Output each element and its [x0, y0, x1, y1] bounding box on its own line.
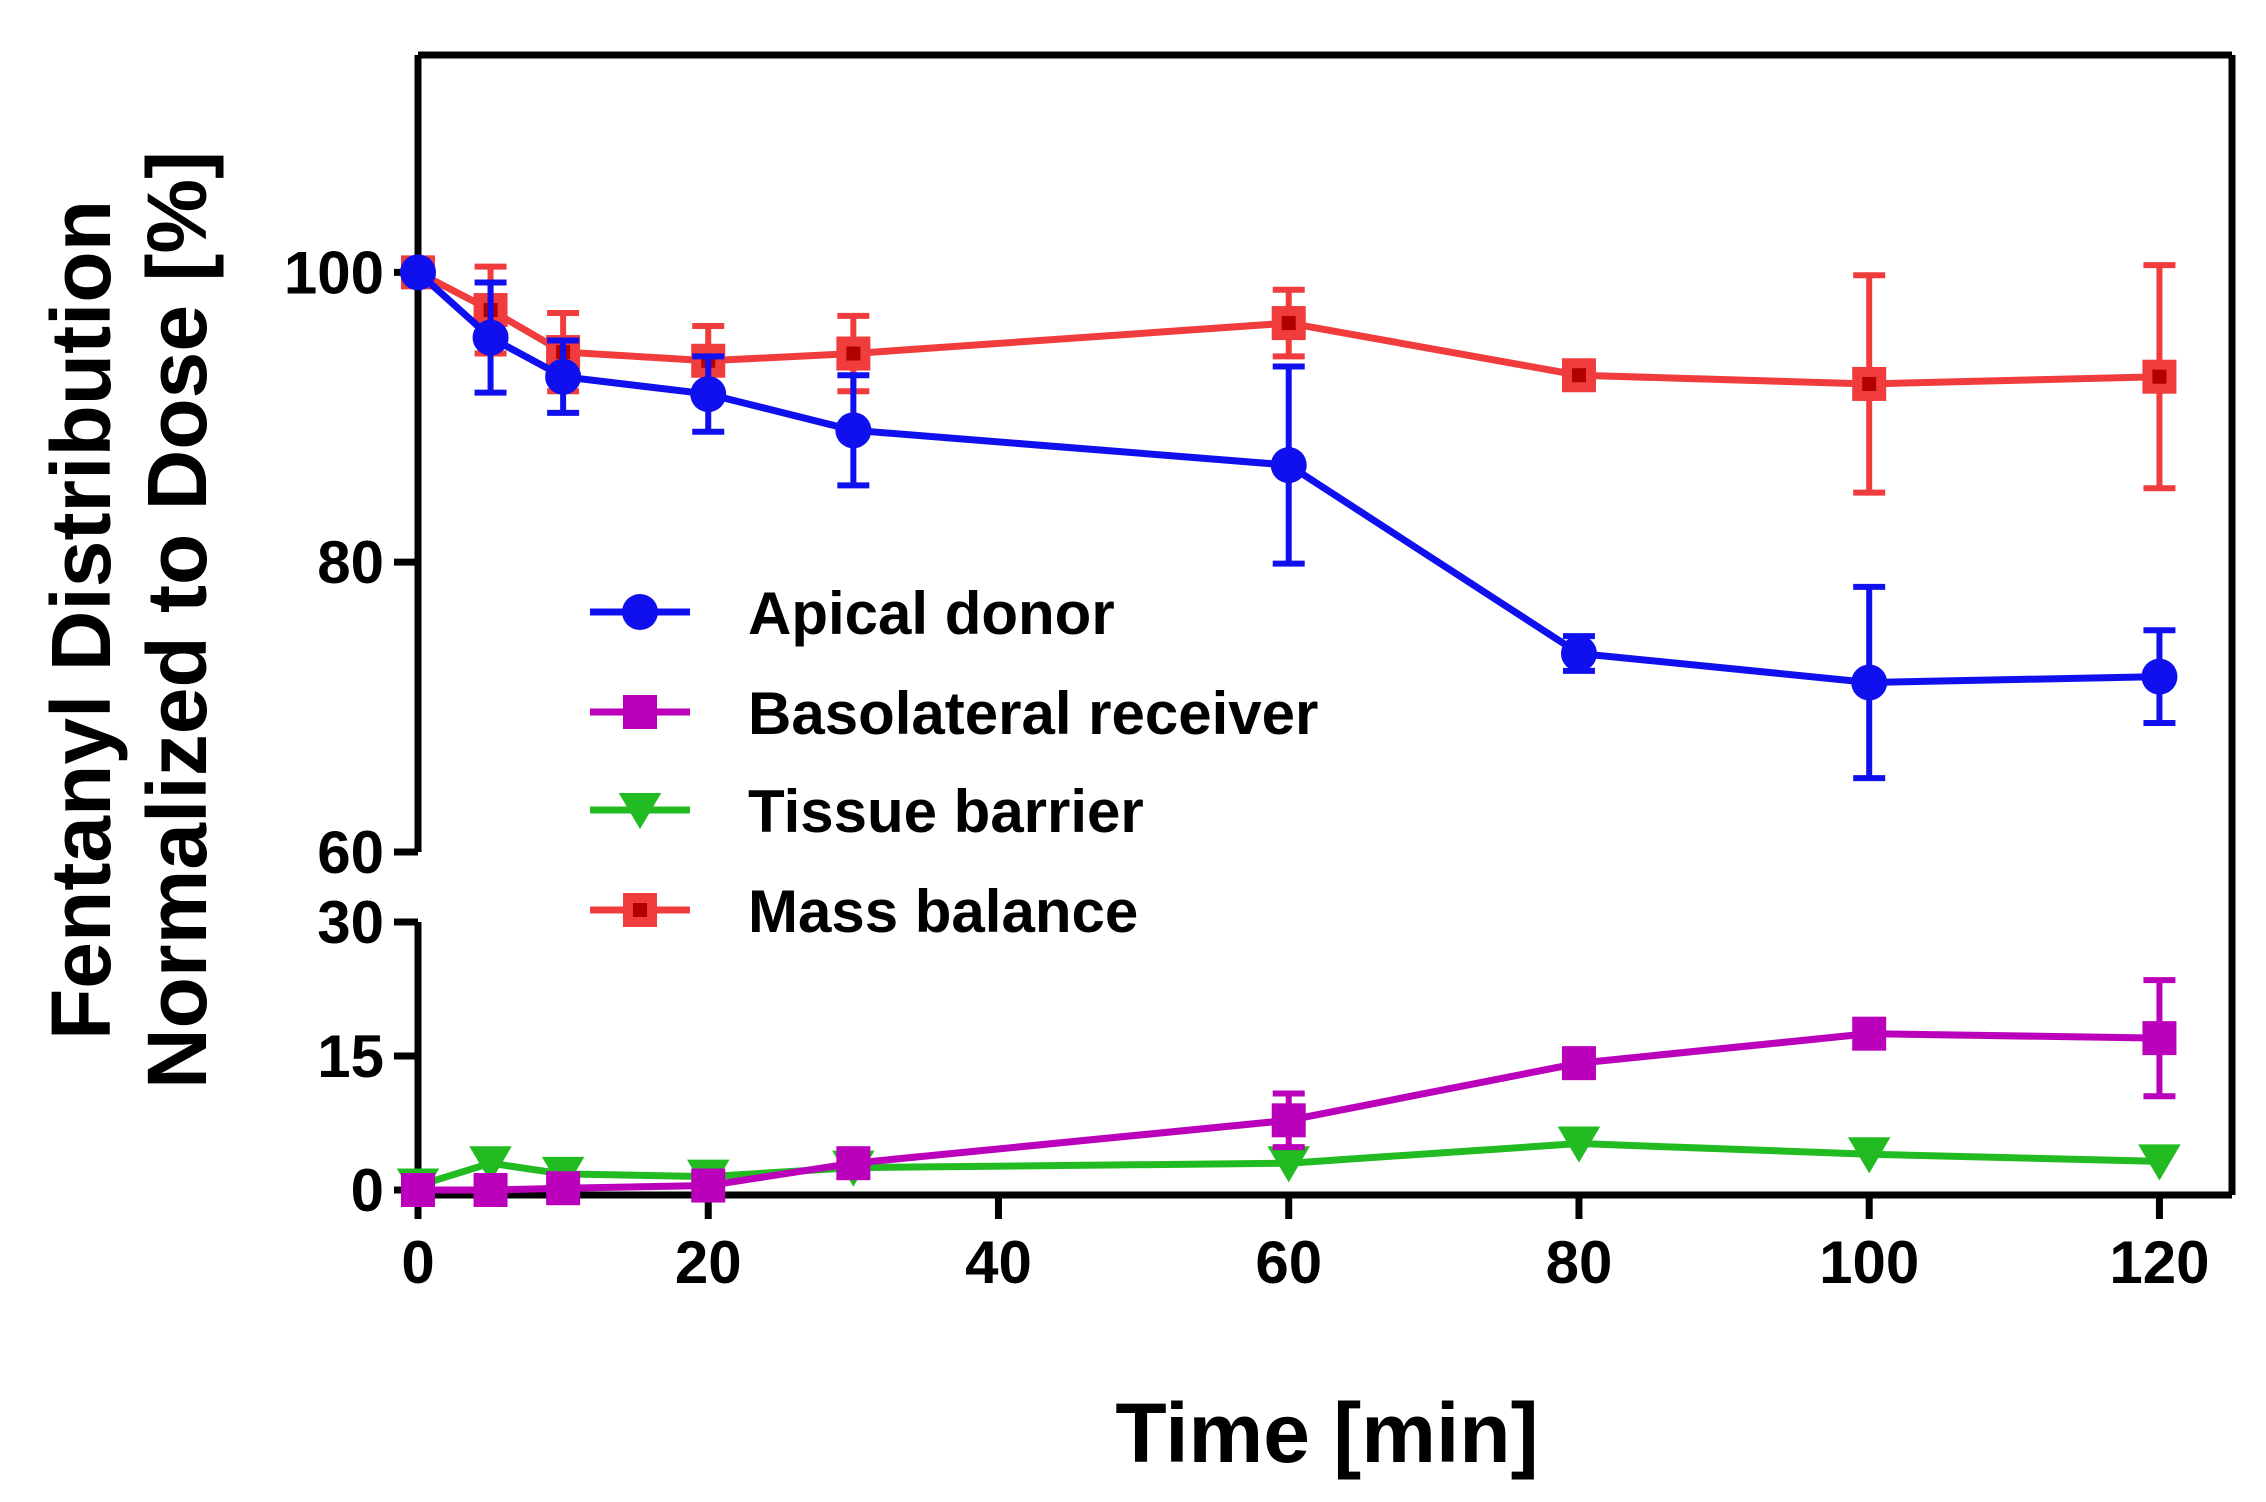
x-axis: 0 20 40 60 80 100 120	[401, 1195, 2209, 1296]
point-tissue-barrier-5	[469, 1146, 512, 1183]
y-axis-title-group-2: Normalized to Dose [%]	[130, 151, 224, 1089]
x-tick-label-120: 120	[2109, 1229, 2209, 1296]
point-tissue-barrier-60	[1267, 1146, 1310, 1183]
point-apical-donor-120	[2141, 658, 2178, 695]
y-upper-tick-label-60: 60	[317, 819, 384, 886]
point-basolateral-receiver-20	[691, 1168, 726, 1203]
x-axis-title: Time [min]	[1115, 1386, 1538, 1480]
point-apical-donor-5	[472, 319, 509, 356]
x-tick-label-20: 20	[675, 1229, 742, 1296]
y-lower-tick-label-15: 15	[317, 1023, 384, 1090]
point-apical-donor-10	[545, 358, 582, 395]
point-apical-donor-0	[400, 254, 436, 291]
point-basolateral-receiver-100	[1852, 1016, 1887, 1051]
point-basolateral-receiver-0	[401, 1173, 435, 1207]
y-axis-title-group: Fentanyl Distribution	[34, 200, 128, 1040]
point-basolateral-receiver-120	[2142, 1021, 2177, 1056]
y-upper-tick-label-80: 80	[317, 529, 384, 596]
point-tissue-barrier-80	[1557, 1126, 1601, 1163]
legend-marker-tissue-barrier	[618, 793, 662, 830]
point-center-mass-balance-100	[1862, 376, 1877, 391]
legend-label-basolateral-receiver: Basolateral receiver	[748, 680, 1318, 747]
legend-label-mass-balance: Mass balance	[748, 878, 1138, 945]
x-tick-label-100: 100	[1819, 1229, 1919, 1296]
legend-marker-basolateral-receiver	[623, 695, 657, 729]
point-apical-donor-30	[835, 412, 872, 449]
point-basolateral-receiver-60	[1271, 1103, 1306, 1138]
x-tick-label-0: 0	[401, 1229, 434, 1296]
point-apical-donor-60	[1270, 447, 1307, 484]
point-basolateral-receiver-80	[1561, 1046, 1596, 1081]
point-tissue-barrier-100	[1847, 1137, 1891, 1174]
y-axis-title-line-1: Fentanyl Distribution	[34, 200, 128, 1040]
point-center-mass-balance-80	[1571, 368, 1586, 383]
series-layer	[396, 254, 2181, 1207]
point-apical-donor-80	[1560, 635, 1597, 672]
point-center-mass-balance-60	[1281, 316, 1296, 331]
y-axis-title-line-2: Normalized to Dose [%]	[130, 151, 224, 1089]
y-lower-tick-label-30: 30	[317, 889, 384, 956]
x-tick-label-80: 80	[1546, 1229, 1613, 1296]
plot-frame	[414, 51, 2236, 1199]
x-tick-label-60: 60	[1255, 1229, 1322, 1296]
point-center-mass-balance-30	[846, 346, 861, 361]
legend-marker-center-mass-balance	[633, 903, 647, 917]
point-center-mass-balance-120	[2152, 369, 2167, 384]
legend-marker-apical-donor	[622, 594, 658, 630]
point-apical-donor-100	[1851, 664, 1888, 701]
y-axis-lower: 0 15 30	[317, 889, 418, 1224]
legend-label-apical-donor: Apical donor	[748, 580, 1115, 647]
point-apical-donor-20	[690, 376, 727, 413]
y-upper-tick-label-100: 100	[284, 239, 384, 306]
legend: Apical donor Basolateral receiver Tissue b…	[590, 580, 1318, 945]
point-tissue-barrier-120	[2138, 1144, 2181, 1181]
point-basolateral-receiver-10	[546, 1171, 581, 1206]
y-lower-tick-label-0: 0	[351, 1157, 384, 1224]
point-basolateral-receiver-30	[836, 1146, 871, 1181]
series-apical-donor	[400, 254, 2178, 782]
series-basolateral-receiver	[401, 977, 2177, 1207]
y-axis-upper: 60 80 100	[284, 239, 418, 886]
point-basolateral-receiver-5	[473, 1173, 508, 1207]
legend-label-tissue-barrier: Tissue barrier	[748, 778, 1144, 845]
x-tick-label-40: 40	[965, 1229, 1032, 1296]
